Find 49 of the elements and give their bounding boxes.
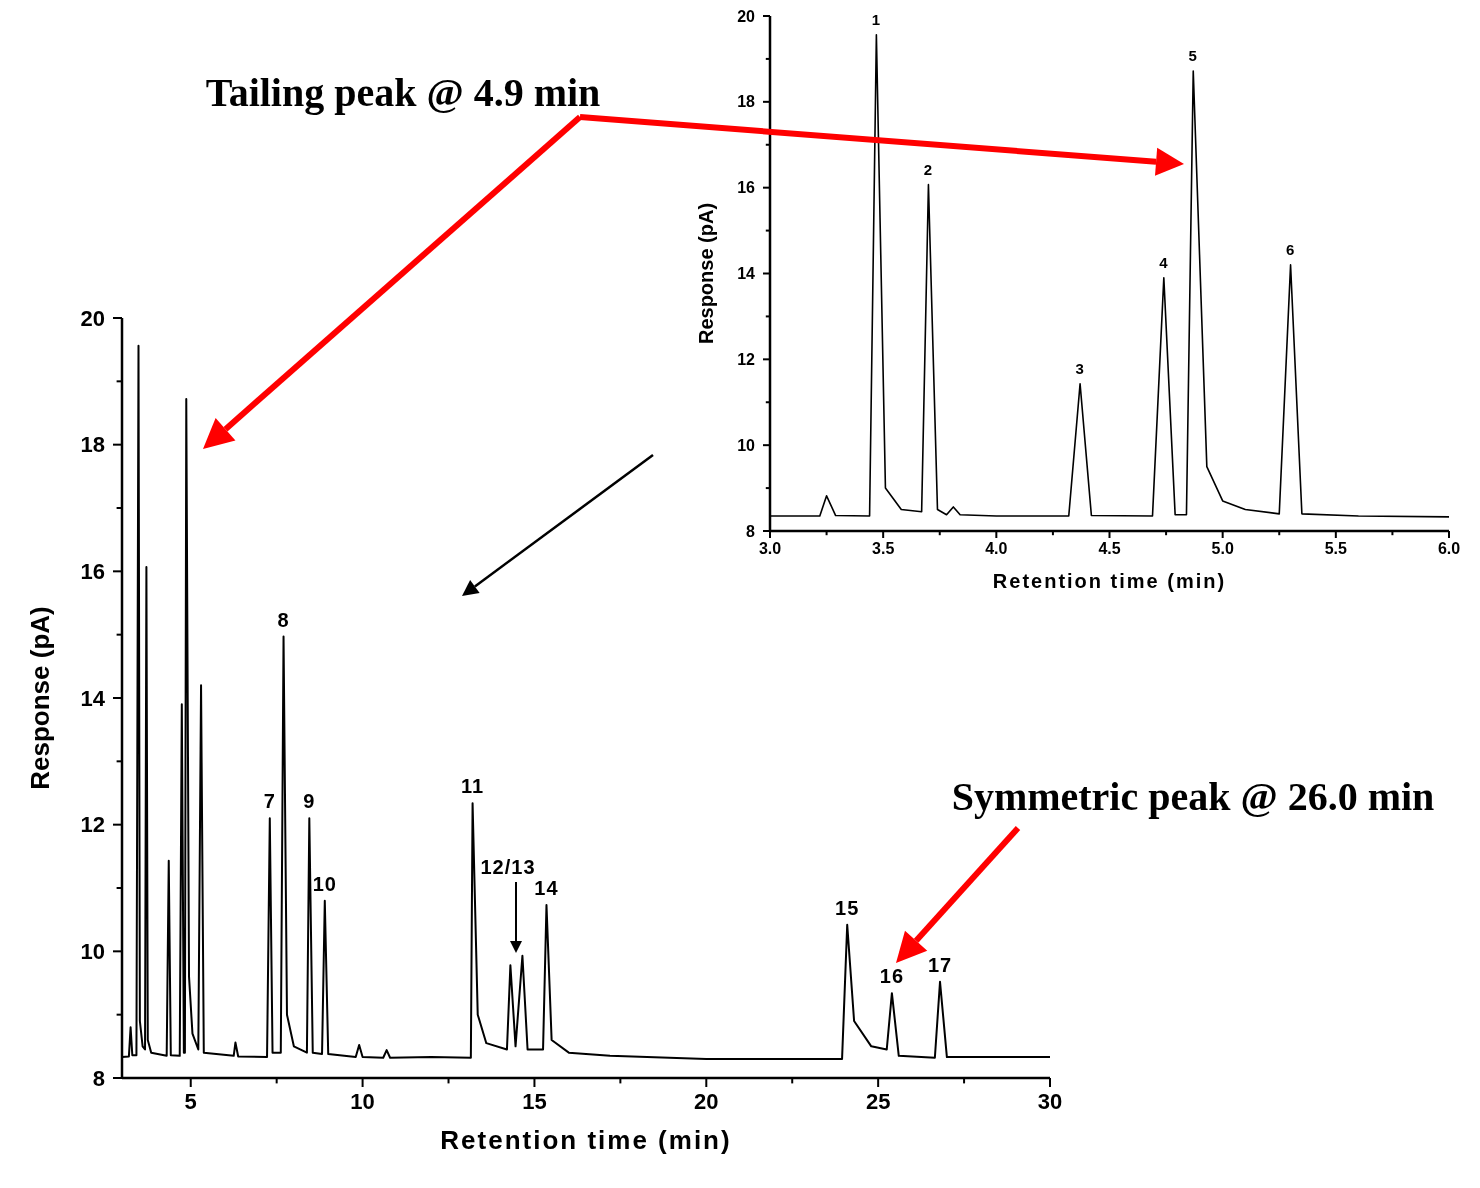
annotation: 11 <box>461 775 485 798</box>
y-tick-label: 14 <box>737 265 756 283</box>
x-axis-title: Retention time (min) <box>440 1125 732 1155</box>
text: Tailing peak @ 4.9 min <box>205 70 601 115</box>
y-tick-label: 18 <box>737 93 756 111</box>
annotation: 16 <box>879 965 905 988</box>
y-tick-label: 16 <box>737 179 756 197</box>
y-axis-title: Response (pA) <box>695 202 717 345</box>
y-tick-label: 12 <box>80 812 105 838</box>
x-tick-label: 4.5 <box>1098 540 1121 557</box>
x-tick-label: 5 <box>184 1089 197 1114</box>
y-tick-label: 18 <box>80 432 105 458</box>
y-tick-label: 14 <box>80 685 106 711</box>
y-tick-label: 20 <box>737 7 756 25</box>
x-tick-label: 20 <box>694 1089 719 1114</box>
annotation: Symmetric peak @ 26.0 min <box>951 774 1435 819</box>
y-tick-label: 8 <box>746 522 756 540</box>
x-tick-label: 6.0 <box>1437 540 1461 557</box>
annotation: 14 <box>534 877 559 900</box>
annotation: 8 <box>277 608 290 631</box>
annotation: 7 <box>263 790 276 813</box>
y-tick-label: 8 <box>92 1065 105 1091</box>
y-tick-label: 16 <box>80 559 105 585</box>
x-axis-title: Retention time (min) <box>992 570 1227 592</box>
annotation: 4 <box>1159 253 1169 271</box>
annotation: 5 <box>1188 46 1198 64</box>
y-tick-label: 10 <box>737 436 756 454</box>
x-tick-label: 4.0 <box>985 540 1008 557</box>
y-axis-title: Response (pA) <box>25 606 55 790</box>
x-tick-label: 10 <box>350 1089 375 1114</box>
annotation: 9 <box>303 790 316 813</box>
y-tick-label: 20 <box>80 305 105 331</box>
x-tick-label: 5.0 <box>1211 540 1234 557</box>
y-tick-label: 12 <box>737 350 756 368</box>
x-tick-label: 5.5 <box>1324 540 1348 557</box>
x-tick-label: 25 <box>865 1089 891 1114</box>
annotation: 6 <box>1285 240 1296 258</box>
annotation: 17 <box>927 953 953 976</box>
annotation: 15 <box>835 896 860 919</box>
x-tick-label: 3.0 <box>758 540 782 557</box>
x-tick-label: 3.5 <box>872 540 895 557</box>
x-tick-label: 30 <box>1037 1089 1063 1114</box>
annotation: 10 <box>312 872 337 895</box>
x-tick-label: 15 <box>522 1089 547 1114</box>
annotation: 12/13 <box>480 856 536 878</box>
annotation: 1 <box>871 10 882 28</box>
annotation: 3 <box>1075 359 1085 377</box>
y-tick-label: 10 <box>80 939 105 965</box>
annotation: 2 <box>923 160 934 178</box>
